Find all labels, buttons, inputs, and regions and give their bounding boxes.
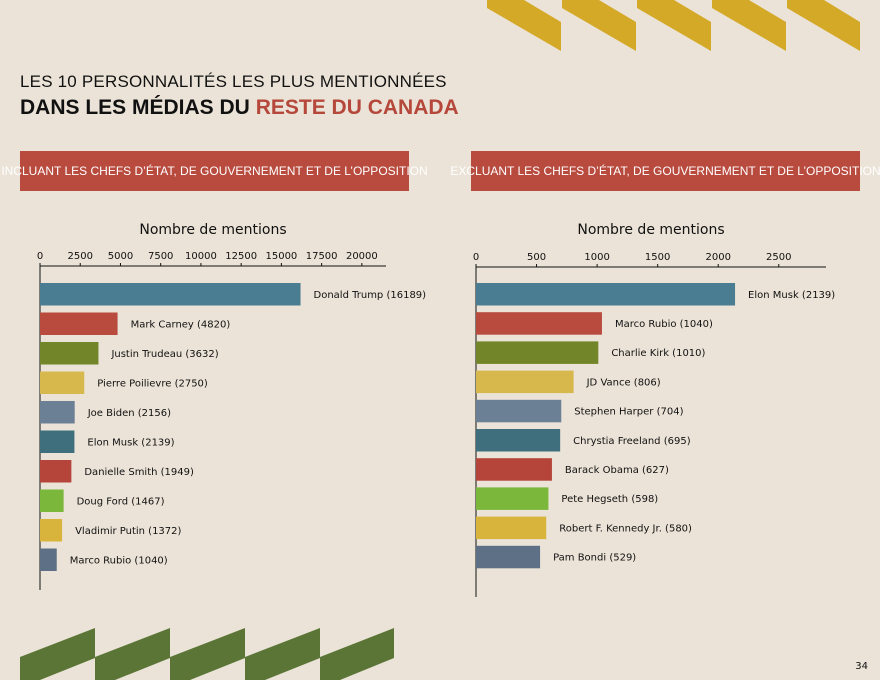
- stripe-top-1: [487, 0, 561, 51]
- bar: [476, 429, 561, 452]
- x-tick-label: 5000: [108, 251, 133, 262]
- x-tick-label: 7500: [148, 251, 173, 262]
- bar-label: Robert F. Kennedy Jr. (580): [559, 523, 692, 534]
- title-prefix: DANS LES MÉDIAS DU: [20, 96, 256, 119]
- bar-label: Pam Bondi (529): [553, 553, 636, 564]
- bar: [40, 430, 75, 453]
- x-tick-label: 2500: [766, 252, 791, 263]
- top-yellow-stripes: [487, 0, 860, 51]
- stripe-top-4: [712, 0, 786, 51]
- bar: [476, 283, 736, 306]
- chart-including-leaders: Nombre de mentions 0 2500 5000 7500 10000 1250…: [37, 222, 427, 590]
- bar: [40, 312, 118, 335]
- bottom-green-stripes: [20, 628, 394, 680]
- bar-label: Pete Hegseth (598): [561, 494, 658, 505]
- bar-label: Pierre Poilievre (2750): [97, 378, 208, 389]
- stripe-bottom-1: [20, 628, 95, 680]
- bar-label: Chrystia Freeland (695): [573, 436, 691, 447]
- stripe-top-5: [787, 0, 860, 51]
- bar: [40, 460, 72, 483]
- bar: [40, 342, 99, 365]
- bar: [476, 545, 541, 569]
- bar: [476, 341, 599, 364]
- bar: [40, 283, 301, 306]
- bar-label: Marco Rubio (1040): [615, 319, 713, 330]
- x-tick-label: 500: [527, 252, 546, 263]
- bar: [40, 548, 57, 571]
- stripe-bottom-4: [245, 628, 320, 680]
- bar-label: Stephen Harper (704): [574, 407, 683, 418]
- bar-label: Charlie Kirk (1010): [611, 348, 705, 359]
- x-tick-label: 1500: [645, 252, 670, 263]
- chart-title: Nombre de mentions: [577, 222, 724, 238]
- bar: [476, 487, 549, 510]
- bar-label: Donald Trump (16189): [314, 290, 427, 301]
- bar: [40, 401, 75, 424]
- x-tick-label: 12500: [225, 251, 257, 262]
- bar-label: Doug Ford (1467): [77, 496, 165, 507]
- stripe-top-3: [637, 0, 711, 51]
- bar-label: JD Vance (806): [586, 377, 661, 388]
- stripe-bottom-5: [320, 628, 394, 680]
- chart-title: Nombre de mentions: [139, 222, 286, 238]
- bar-label: Elon Musk (2139): [87, 437, 174, 448]
- stripe-bottom-3: [170, 628, 245, 680]
- x-tick-label: 17500: [306, 251, 338, 262]
- banner-excluding-leaders: EXCLUANT LES CHEFS D’ÉTAT, DE GOUVERNEME…: [450, 151, 880, 191]
- stripe-top-2: [562, 0, 636, 51]
- stripe-bottom-2: [95, 628, 170, 680]
- bar-label: Justin Trudeau (3632): [110, 349, 218, 360]
- x-tick-label: 10000: [185, 251, 217, 262]
- bar-label: Barack Obama (627): [565, 465, 669, 476]
- bar: [40, 519, 63, 542]
- bar-label: Elon Musk (2139): [748, 290, 835, 301]
- x-tick-label: 0: [37, 251, 43, 262]
- banner-including-leaders: INCLUANT LES CHEFS D’ÉTAT, DE GOUVERNEME…: [1, 151, 428, 191]
- bar-label: Danielle Smith (1949): [84, 467, 194, 478]
- x-tick-label: 15000: [265, 251, 297, 262]
- page-number: 34: [855, 661, 868, 672]
- x-tick-label: 20000: [346, 251, 378, 262]
- bar: [476, 458, 552, 481]
- chart-excluding-leaders: Nombre de mentions 0 500 1000 1500 2000 2500 El…: [473, 222, 835, 597]
- title-highlight: RESTE DU CANADA: [255, 96, 459, 119]
- bar-label: Mark Carney (4820): [131, 319, 231, 330]
- bar: [476, 516, 547, 540]
- x-tick-label: 2000: [705, 252, 730, 263]
- page-title-line1: LES 10 PERSONNALITÉS LES PLUS MENTIONNÉE…: [20, 72, 447, 91]
- bar-label: Marco Rubio (1040): [70, 555, 168, 566]
- bar: [476, 370, 574, 394]
- x-tick-label: 0: [473, 252, 479, 263]
- bar-label: Joe Biden (2156): [87, 408, 171, 419]
- bar: [476, 399, 562, 423]
- bar: [40, 489, 64, 512]
- x-tick-label: 1000: [584, 252, 609, 263]
- bar: [476, 312, 602, 335]
- bar-label: Vladimir Putin (1372): [75, 526, 181, 537]
- x-tick-label: 2500: [68, 251, 93, 262]
- page-title-line2: DANS LES MÉDIAS DU RESTE DU CANADA: [20, 96, 459, 120]
- bar: [40, 371, 85, 394]
